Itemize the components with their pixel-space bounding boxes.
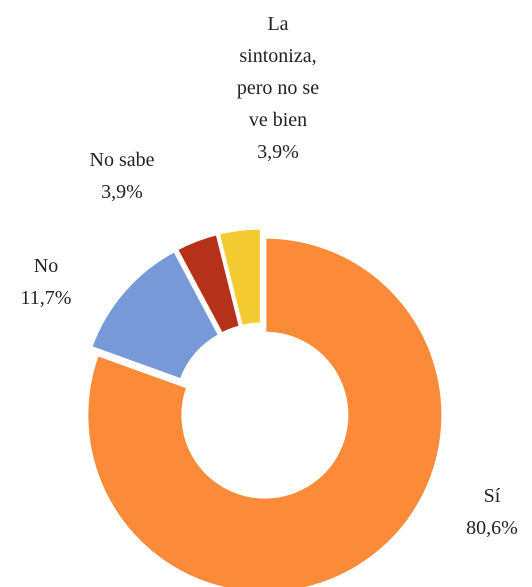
donut-slice (85, 235, 445, 587)
slice-label: La sintoniza, pero no se ve bien 3,9% (233, 8, 323, 168)
donut-slice (88, 248, 222, 382)
value-label: 11,7% (20, 287, 72, 309)
category-label: La sintoniza, pero no se ve bien (236, 13, 320, 131)
category-label: No sabe (89, 149, 155, 171)
category-label: No (33, 255, 59, 277)
category-label: Sí (483, 485, 501, 507)
slice-label: Sí 80,6% (452, 480, 532, 544)
value-label: 3,9% (257, 141, 299, 163)
slice-label: No 11,7% (6, 250, 86, 314)
value-label: 80,6% (466, 517, 518, 539)
donut-slice (216, 226, 263, 329)
slice-label: No sabe 3,9% (72, 144, 172, 208)
value-label: 3,9% (101, 181, 143, 203)
